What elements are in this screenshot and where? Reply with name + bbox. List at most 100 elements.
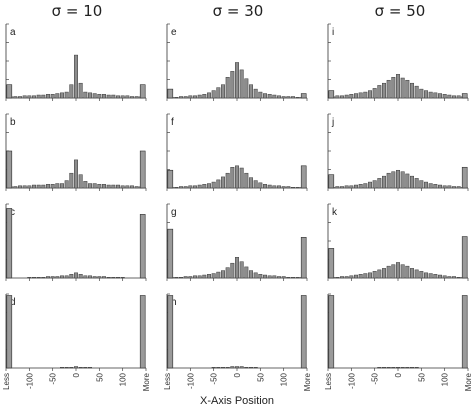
x-tick-label-100: 100 <box>441 372 450 386</box>
column-title-sigma-30: σ = 30 <box>213 2 264 20</box>
panel-letter-g: g <box>171 207 177 218</box>
bar-k-40 <box>414 269 419 279</box>
bar-d-more <box>139 295 146 369</box>
bar-e-100 <box>281 96 286 99</box>
bar-c--20 <box>64 275 69 279</box>
bar-a-50 <box>97 94 102 99</box>
bar-j--120 <box>340 186 344 189</box>
bar-i-60 <box>424 90 428 99</box>
x-tick-label-100: 100 <box>119 372 128 386</box>
bar-k-less <box>328 248 335 279</box>
bar-k-80 <box>433 274 438 279</box>
bar-i--70 <box>363 91 368 99</box>
x-tick-label-0: 0 <box>394 372 403 377</box>
bar-b--130 <box>13 186 18 189</box>
bar-j--130 <box>335 186 340 189</box>
bar-f--80 <box>197 184 202 189</box>
bar-k-70 <box>428 273 433 279</box>
bar-a--60 <box>46 94 50 99</box>
bar-e--30 <box>221 84 225 99</box>
bar-f--130 <box>174 187 179 189</box>
bar-i-40 <box>414 85 419 99</box>
bar-g-80 <box>272 275 277 279</box>
bar-g-40 <box>253 272 258 279</box>
bar-h-0 <box>235 366 239 369</box>
bar-j-110 <box>447 185 452 189</box>
bar-l--40 <box>377 367 382 369</box>
bar-a--110 <box>22 95 27 99</box>
panel-letter-a: a <box>10 27 16 38</box>
bar-d-20 <box>83 367 88 369</box>
bar-k-60 <box>424 272 428 279</box>
panel-j: j <box>327 113 469 191</box>
bar-k-10 <box>400 264 405 279</box>
bar-h-30 <box>249 367 253 369</box>
bar-k-30 <box>410 268 414 279</box>
panel-letter-h: h <box>171 297 177 308</box>
bar-g-less <box>167 228 174 279</box>
bar-b-10 <box>78 174 83 189</box>
bar-f-80 <box>272 185 277 189</box>
bar-a--10 <box>69 84 74 99</box>
bar-j--110 <box>344 185 349 189</box>
x-tick-label--50: -50 <box>49 372 58 384</box>
bar-c--100 <box>27 277 32 279</box>
bar-b-60 <box>102 184 106 189</box>
bar-i-30 <box>410 82 414 99</box>
x-tick-label--100: -100 <box>186 372 195 389</box>
bar-k--30 <box>382 268 386 279</box>
bar-b-more <box>139 150 146 189</box>
bar-a--70 <box>41 94 46 99</box>
bar-b--90 <box>32 184 36 189</box>
bar-i-80 <box>433 92 438 99</box>
bar-j-130 <box>456 186 461 189</box>
bar-g--70 <box>202 274 207 279</box>
bar-a--30 <box>60 92 64 99</box>
bar-a--40 <box>55 93 60 99</box>
bar-f-60 <box>263 184 267 189</box>
bar-b-less <box>6 150 13 189</box>
bar-l--10 <box>391 367 396 369</box>
bar-k--70 <box>363 273 368 279</box>
bar-l-20 <box>405 367 410 369</box>
bar-f--40 <box>216 179 221 189</box>
bar-l-0 <box>396 367 400 369</box>
bar-i--30 <box>382 82 386 99</box>
bar-c--10 <box>69 274 74 279</box>
bar-f-100 <box>281 186 286 189</box>
column-title-sigma-50: σ = 50 <box>375 2 426 20</box>
bar-h--30 <box>221 367 225 369</box>
bar-j-80 <box>433 184 438 189</box>
bar-b-40 <box>92 183 97 189</box>
bar-a--80 <box>36 94 41 99</box>
x-tick-label-More: More <box>303 372 312 391</box>
bar-j-100 <box>442 185 447 189</box>
bar-e--90 <box>193 95 197 99</box>
bar-i-20 <box>405 79 410 99</box>
bar-k-more <box>461 236 468 279</box>
bar-f-70 <box>267 184 272 189</box>
panel-letter-c: c <box>10 207 15 218</box>
bar-i-50 <box>419 88 424 99</box>
bar-c-100 <box>120 277 125 279</box>
bar-e--80 <box>197 94 202 99</box>
bar-f--50 <box>211 181 216 189</box>
bar-a-10 <box>78 82 83 99</box>
bar-e-30 <box>249 84 253 99</box>
bar-f--60 <box>207 183 211 189</box>
bar-d-less <box>6 295 13 369</box>
bar-b-110 <box>125 185 130 189</box>
bar-g--20 <box>225 267 230 279</box>
bar-k--10 <box>391 264 396 279</box>
bar-c-30 <box>88 275 92 279</box>
bar-c--40 <box>55 276 60 279</box>
bar-a-less <box>6 84 13 99</box>
panel-i: i <box>327 23 469 101</box>
bar-g-90 <box>277 276 281 279</box>
bar-g--100 <box>188 276 193 279</box>
bar-a--130 <box>13 96 18 99</box>
bar-f--90 <box>193 185 197 189</box>
panel-letter-i: i <box>332 27 334 38</box>
